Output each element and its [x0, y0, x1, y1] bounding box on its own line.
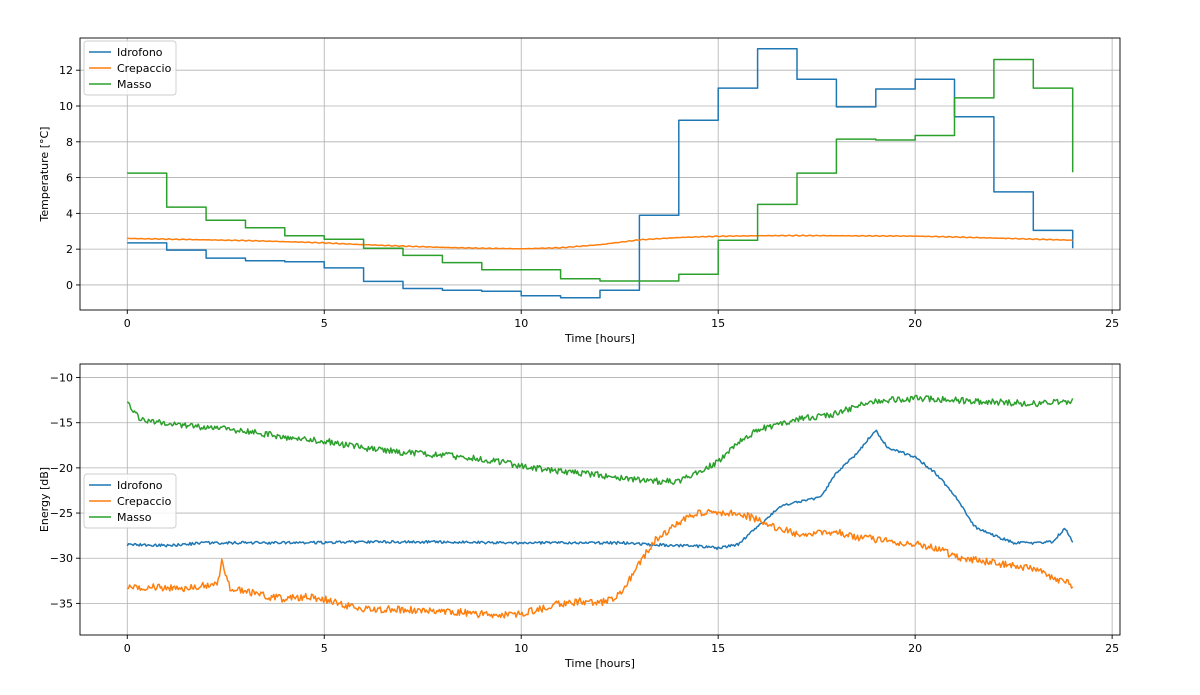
- y-tick-label: 12: [59, 64, 73, 77]
- x-tick-label: 15: [711, 642, 725, 655]
- y-tick-label: −10: [50, 372, 73, 385]
- y-axis-label: Energy [dB]: [38, 467, 51, 532]
- y-tick-label: 2: [66, 243, 73, 256]
- axes-frame: [79, 363, 1121, 636]
- series-line-idrofono: [126, 429, 1074, 551]
- y-tick-label: −25: [50, 507, 73, 520]
- legend-label-crepaccio: Crepaccio: [117, 62, 172, 75]
- legend-label-crepaccio: Crepaccio: [117, 495, 172, 508]
- y-tick-label: 6: [66, 172, 73, 185]
- legend: Idrofono Crepaccio Masso: [83, 40, 177, 96]
- y-axis-label: Temperature [°C]: [38, 127, 51, 223]
- series-line-crepaccio: [127, 508, 1074, 619]
- y-tick-label: 4: [66, 207, 73, 220]
- x-tick-label: 20: [908, 317, 922, 330]
- series-line-masso: [126, 394, 1074, 486]
- x-axis-label: Time [hours]: [564, 332, 635, 345]
- x-tick-label: 25: [1105, 317, 1119, 330]
- x-tick-label: 5: [321, 642, 328, 655]
- y-tick-label: 0: [66, 279, 73, 292]
- legend-box: [83, 40, 177, 96]
- y-tick-label: −20: [50, 462, 73, 475]
- x-axis-label: Time [hours]: [564, 657, 635, 670]
- legend-label-idrofono: Idrofono: [117, 46, 163, 59]
- x-tick-label: 5: [321, 317, 328, 330]
- x-tick-label: 0: [124, 642, 131, 655]
- legend: Idrofono Crepaccio Masso: [83, 473, 177, 529]
- y-tick-label: −35: [50, 597, 73, 610]
- x-tick-label: 15: [711, 317, 725, 330]
- series-line-masso: [127, 58, 1074, 282]
- series-line-crepaccio: [127, 234, 1073, 250]
- axes-frame: [79, 37, 1121, 311]
- legend-label-masso: Masso: [117, 78, 152, 91]
- series-line-idrofono: [127, 47, 1074, 299]
- x-tick-label: 25: [1105, 642, 1119, 655]
- x-tick-label: 20: [908, 642, 922, 655]
- y-tick-label: −30: [50, 552, 73, 565]
- legend-label-idrofono: Idrofono: [117, 479, 163, 492]
- y-tick-label: 10: [59, 100, 73, 113]
- legend-box: [83, 473, 177, 529]
- y-tick-label: −15: [50, 417, 73, 430]
- x-tick-label: 10: [514, 642, 528, 655]
- y-tick-label: 8: [66, 136, 73, 149]
- energy-chart: 0 5 10 15 20 25 −35 −30 −25 −20 −15 −10 Time [hours]…: [38, 363, 1121, 670]
- x-tick-label: 0: [124, 317, 131, 330]
- temperature-chart: 0 5 10 15 20 25 0 2 4 6 8 10 12 Time [hours] Temperatu…: [38, 37, 1121, 345]
- legend-label-masso: Masso: [117, 511, 152, 524]
- x-tick-label: 10: [514, 317, 528, 330]
